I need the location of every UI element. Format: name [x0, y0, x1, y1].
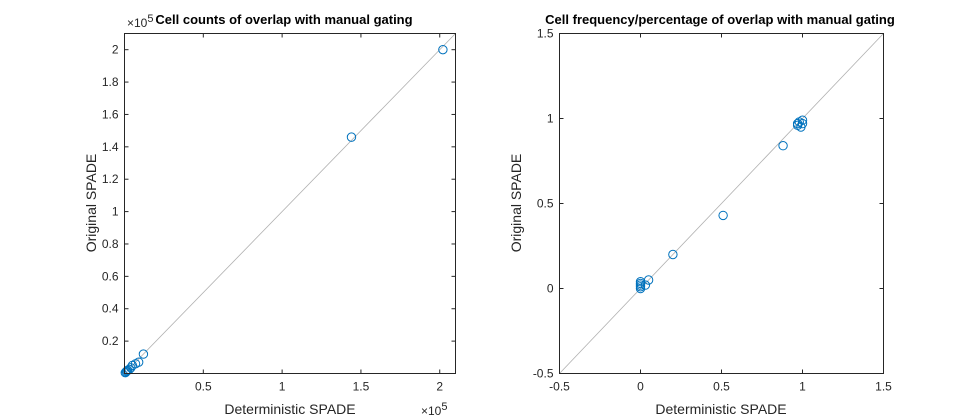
right-data-point	[718, 210, 728, 221]
right-data-point	[643, 275, 654, 285]
right-y-tick-label: 0.5	[537, 197, 554, 211]
left-data-point	[133, 357, 144, 367]
left-data-point	[138, 349, 149, 359]
left-y-tick-label: 1	[112, 205, 119, 219]
left-y-multiplier-base: ×10	[127, 16, 148, 30]
right-x-axis-label: Deterministic SPADE	[655, 401, 786, 417]
left-y-tick-label: 0.8	[102, 237, 119, 251]
left-x-multiplier-base: ×10	[421, 404, 442, 418]
right-y-tick-label: 0	[547, 282, 554, 296]
right-chart-title: Cell frequency/percentage of overlap wit…	[545, 12, 895, 27]
left-y-tick-label: 0.4	[102, 302, 119, 316]
right-plot-area	[559, 33, 884, 374]
left-y-tick-label: 0.6	[102, 269, 119, 283]
right-data-point	[792, 118, 803, 129]
left-x-axis-label: Deterministic SPADE	[224, 401, 355, 417]
right-data-point	[797, 115, 808, 125]
right-x-tick-label: 0.5	[713, 380, 730, 394]
left-x-multiplier: ×105	[421, 401, 447, 418]
right-y-tick-label: -0.5	[533, 367, 554, 381]
left-y-axis-label: Original SPADE	[83, 154, 99, 253]
left-y-multiplier: ×105	[127, 13, 153, 30]
left-identity-line	[124, 33, 456, 374]
right-y-tick-label: 1.5	[537, 27, 554, 41]
left-data-point	[122, 365, 133, 375]
right-x-tick-label: 0	[637, 380, 644, 394]
left-plot-area	[120, 33, 456, 378]
left-y-tick-label: 0.2	[102, 334, 119, 348]
right-data-point	[668, 249, 678, 260]
left-x-tick-label: 1	[279, 380, 286, 394]
left-y-tick-label: 1.6	[102, 107, 119, 121]
left-y-tick-label: 2	[112, 43, 119, 57]
left-x-multiplier-exponent: 5	[441, 401, 447, 413]
left-y-tick-label: 1.4	[102, 140, 119, 154]
left-x-tick-label: 1.5	[353, 380, 370, 394]
left-x-tick-label: 2	[436, 380, 443, 394]
left-chart-title: Cell counts of overlap with manual gatin…	[155, 12, 412, 27]
right-y-axis-label: Original SPADE	[508, 154, 524, 253]
right-data-point	[778, 141, 788, 151]
right-y-tick-label: 1	[547, 112, 554, 126]
left-x-tick-label: 0.5	[195, 380, 212, 394]
left-axes-frame	[124, 33, 456, 374]
left-chart: Cell counts of overlap with manual gatin…	[83, 12, 456, 418]
right-identity-line	[559, 33, 884, 374]
right-chart: Cell frequency/percentage of overlap wit…	[508, 12, 895, 417]
right-x-tick-label: 1	[799, 380, 806, 394]
right-data-point	[797, 118, 808, 129]
left-y-tick-label: 1.2	[102, 172, 119, 186]
right-data-point	[640, 280, 651, 290]
left-data-point	[346, 132, 357, 142]
left-data-point	[438, 44, 448, 55]
left-y-tick-label: 1.8	[102, 75, 119, 89]
left-y-multiplier-exponent: 5	[147, 13, 153, 25]
right-x-tick-label: -0.5	[549, 380, 570, 394]
right-x-tick-label: 1.5	[875, 380, 892, 394]
